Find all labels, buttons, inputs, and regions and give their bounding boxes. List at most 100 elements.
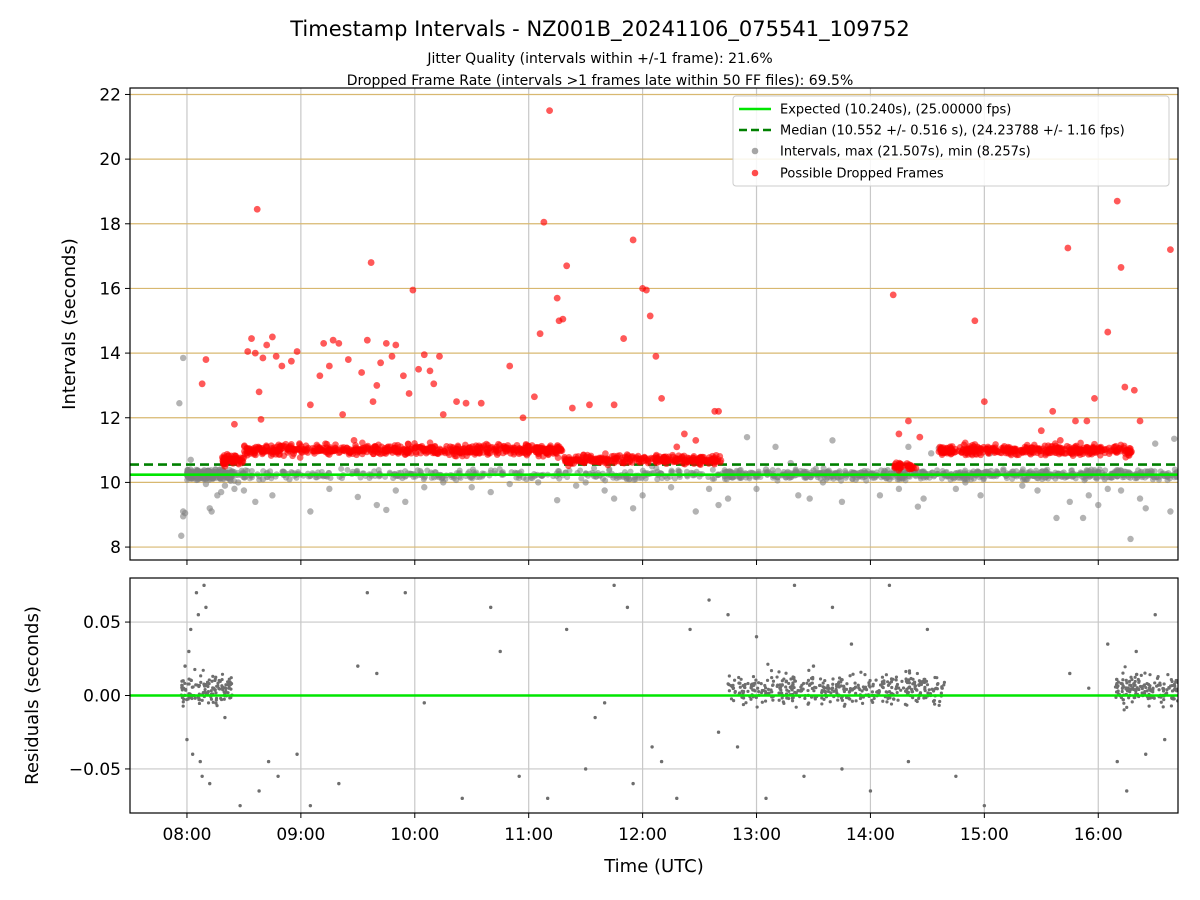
residual-cloud-point [942,680,947,684]
top-ytick-label: 8 [110,538,121,558]
dropped-frame-point [244,348,252,355]
residual-cloud-point [782,701,786,706]
residual-cloud-point [746,681,750,686]
dropped-frame-point [293,348,301,355]
dropped-cloud-point [466,443,473,451]
residual-point [583,767,588,771]
dropped-frame-point [715,407,722,415]
interval-point [1117,487,1125,494]
residual-cloud-point [211,700,215,704]
residual-point [593,715,597,720]
bottom-series-group [130,583,1178,808]
bottom-panel-frame [129,577,1179,814]
residual-point [295,752,299,756]
residual-point [849,642,854,646]
residual-point [754,635,759,639]
residual-cloud-point [793,679,798,683]
dropped-frame-point [320,339,328,347]
residual-cloud-point [790,684,794,688]
interval-point [692,508,699,515]
residual-cloud-point [863,673,867,677]
dropped-cloud-point [375,441,382,449]
dropped-cloud-point [1037,451,1045,459]
dropped-cloud-point [630,454,637,462]
interval-point [1000,466,1007,473]
dropped-cloud-point [603,456,611,464]
interval-point [179,508,187,515]
residual-cloud-point [744,701,748,705]
residual-cloud-point [791,681,795,685]
residual-cloud-point [790,699,795,703]
residual-cloud-point [726,682,730,686]
interval-cloud-point [1009,475,1016,482]
interval-point [227,477,234,484]
dropped-frame-point [1113,197,1121,205]
residual-cloud-point [823,689,827,694]
dropped-cloud-point [456,448,463,456]
interval-point [373,501,381,509]
interval-cloud-point [248,467,255,474]
dropped-cloud-point [460,444,468,452]
residual-point [208,781,212,786]
residual-cloud-point [923,687,927,691]
dropped-frame-point [1167,246,1174,254]
residual-point [1087,686,1091,690]
residual-point [612,583,616,588]
dropped-cloud-point [602,450,609,457]
dropped-frame-point [253,205,261,213]
residual-cloud-point [899,688,903,692]
residual-cloud-point [925,683,930,687]
residual-cloud-point [193,696,197,700]
dropped-cloud-point [348,446,356,454]
dropped-frame-point [506,362,514,370]
residual-cloud-point [900,679,904,683]
residual-cloud-point [751,674,756,679]
interval-point [639,492,646,499]
residual-cloud-point [1113,685,1118,689]
dropped-cloud-point [1115,444,1123,452]
interval-point [610,495,618,502]
residual-cloud-point [807,668,811,672]
residual-cloud-point [732,699,736,703]
dropped-cloud-point [256,445,264,453]
dropped-frame-point [231,420,238,428]
dropped-cloud-point [604,461,612,469]
interval-cloud-point [556,475,563,482]
residual-cloud-point [792,685,796,690]
bottom-ytick-label: −0.05 [69,760,121,780]
residual-cloud-point [755,705,759,709]
interval-point [1152,440,1159,447]
interval-point [914,503,922,510]
residual-cloud-point [933,675,937,680]
residual-point [726,613,730,617]
interval-cloud-point [344,466,351,473]
dropped-frame-point [519,414,527,422]
residual-cloud-point [769,688,773,692]
dropped-frame-point [536,330,544,338]
residual-cloud-point [930,687,934,691]
residual-cloud-point [1120,689,1124,694]
chart-subtitle-dropped: Dropped Frame Rate (intervals >1 frames … [347,73,854,89]
dropped-cloud-point [370,450,377,458]
dropped-frame-point [420,351,428,359]
interval-cloud-point [792,466,799,473]
residual-cloud-point [211,674,215,678]
dropped-cloud-point [517,447,525,454]
dropped-cloud-point [977,451,984,459]
residual-cloud-point [907,671,912,675]
residual-cloud-point [911,696,915,700]
residual-point [887,583,892,588]
residual-cloud-point [765,678,770,682]
residual-point [811,664,816,668]
interval-point [920,495,927,502]
residual-cloud-point [197,684,201,689]
residual-cloud-point [219,696,223,700]
interval-point [221,482,229,489]
interval-point [235,479,242,486]
residual-cloud-point [901,686,906,690]
residual-cloud-point [1169,684,1173,688]
residual-cloud-point [753,681,757,686]
residual-cloud-point [1159,700,1163,704]
residual-cloud-point [771,698,775,702]
residual-cloud-point [754,678,758,682]
